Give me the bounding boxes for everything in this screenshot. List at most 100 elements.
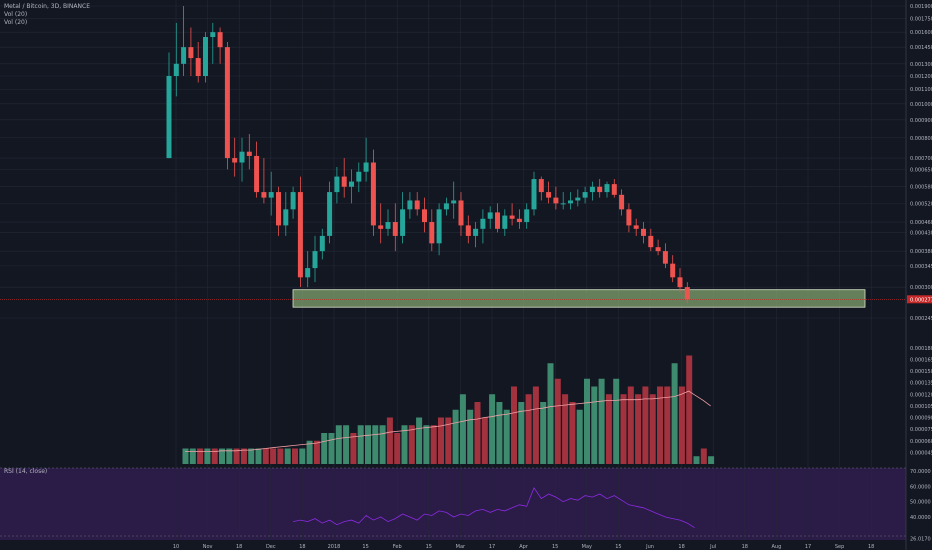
- volume-axis-label: 0.0000750: [910, 427, 932, 433]
- volume-bar: [255, 448, 262, 464]
- volume-bar: [467, 409, 474, 464]
- volume-bar: [620, 394, 627, 464]
- candle-body: [641, 228, 646, 236]
- price-axis-label: 0.0014500: [910, 45, 932, 51]
- candle-body: [626, 209, 632, 226]
- volume-bar: [182, 448, 189, 464]
- volume-bar: [693, 456, 700, 464]
- volume-bar: [240, 448, 247, 464]
- candle-body: [487, 212, 493, 219]
- volume-axis-label: 0.0000450: [910, 450, 932, 456]
- volume-bar: [189, 448, 196, 464]
- candle-body: [283, 209, 289, 226]
- candle-body: [392, 222, 398, 236]
- last-price-tag: [907, 295, 932, 304]
- volume-bar: [547, 363, 554, 464]
- volume-bar: [248, 448, 255, 464]
- volume-bar: [562, 394, 569, 464]
- candle-body: [378, 225, 384, 229]
- rsi-axis-label: 26.0170: [910, 536, 931, 542]
- candle-body: [319, 235, 325, 252]
- candle-body: [509, 215, 515, 219]
- x-tick-label: Aug: [772, 544, 782, 550]
- volume-bar: [365, 425, 371, 464]
- volume-bar: [401, 425, 408, 464]
- candle-body: [560, 203, 566, 205]
- volume-bar: [525, 394, 532, 464]
- price-axis-label: 0.0011000: [910, 87, 932, 93]
- candle-body: [611, 184, 617, 195]
- volume-bar: [540, 402, 547, 464]
- x-tick-label: 17: [489, 544, 495, 550]
- price-axis-label: 0.0004600: [910, 220, 932, 226]
- candle-body: [524, 209, 530, 223]
- volume-bar: [226, 448, 233, 464]
- x-tick-label: 2018: [328, 544, 341, 550]
- volume-bar: [313, 440, 320, 464]
- volume-bar: [372, 425, 379, 464]
- symbol-legend: Metal / Bitcoin, 3D, BINANCE: [4, 3, 90, 10]
- candle-body: [473, 228, 479, 236]
- last-price-label: 0.0002770: [910, 297, 932, 303]
- candle-body: [422, 209, 427, 223]
- candle-body: [290, 192, 296, 210]
- candle-body: [261, 192, 267, 198]
- volume-bar: [197, 448, 204, 464]
- volume-bar: [394, 433, 401, 464]
- volume-bar: [664, 386, 671, 464]
- volume-bar: [569, 402, 576, 464]
- volume-bar: [613, 378, 620, 464]
- volume-bar: [511, 386, 517, 464]
- x-tick-label: Jul: [709, 544, 716, 550]
- rsi-axis-label: 40.0000: [910, 515, 931, 521]
- price-axis-label: 0.0008000: [910, 136, 932, 142]
- candle-body: [655, 247, 661, 252]
- volume-legend-2: Vol (20): [4, 19, 28, 26]
- candle-body: [648, 235, 654, 248]
- candle-body: [327, 192, 333, 236]
- volume-bar: [299, 448, 306, 464]
- candle-body: [195, 58, 201, 76]
- volume-bar: [708, 456, 715, 464]
- candle-body: [334, 176, 340, 193]
- volume-bar: [350, 433, 357, 464]
- volume-bar: [518, 402, 525, 464]
- candle-body: [531, 179, 537, 210]
- candle-body: [516, 218, 522, 223]
- volume-bar: [321, 433, 328, 464]
- x-tick-label: Apr: [519, 544, 529, 550]
- candle-body: [684, 287, 690, 300]
- x-tick-label: 18: [236, 544, 242, 550]
- volume-bar: [233, 448, 240, 464]
- volume-legend-1: Vol (20): [4, 11, 28, 18]
- price-axis-label: 0.0004300: [910, 230, 932, 236]
- volume-bar: [481, 417, 488, 464]
- candle-body: [597, 186, 603, 193]
- volume-bar: [408, 425, 415, 464]
- candle-body: [553, 197, 559, 204]
- candle-body: [604, 184, 610, 193]
- volume-bar: [591, 386, 598, 464]
- x-tick-label: 10: [173, 544, 179, 550]
- candle-body: [677, 277, 683, 288]
- candle-body: [297, 192, 303, 278]
- candle-body: [276, 192, 281, 226]
- rsi-axis-label: 50.0000: [910, 500, 931, 506]
- volume-bar: [459, 394, 466, 464]
- support-zone-rectangle: [292, 289, 866, 308]
- price-axis-label: 0.0007000: [910, 156, 932, 162]
- candle-body: [217, 32, 223, 48]
- price-axis-label: 0.0013000: [910, 62, 932, 68]
- volume-bar: [277, 448, 284, 464]
- candle-body: [451, 200, 457, 204]
- x-tick-label: 15: [552, 544, 558, 550]
- volume-bar: [503, 409, 510, 464]
- candle-body: [575, 197, 581, 201]
- price-axis-label: 0.0003000: [910, 285, 932, 291]
- rsi-line: [293, 487, 695, 529]
- candle-body: [495, 212, 500, 229]
- volume-bar: [270, 448, 277, 464]
- price-axis-label: 0.0003450: [910, 264, 932, 270]
- candle-body: [370, 162, 376, 226]
